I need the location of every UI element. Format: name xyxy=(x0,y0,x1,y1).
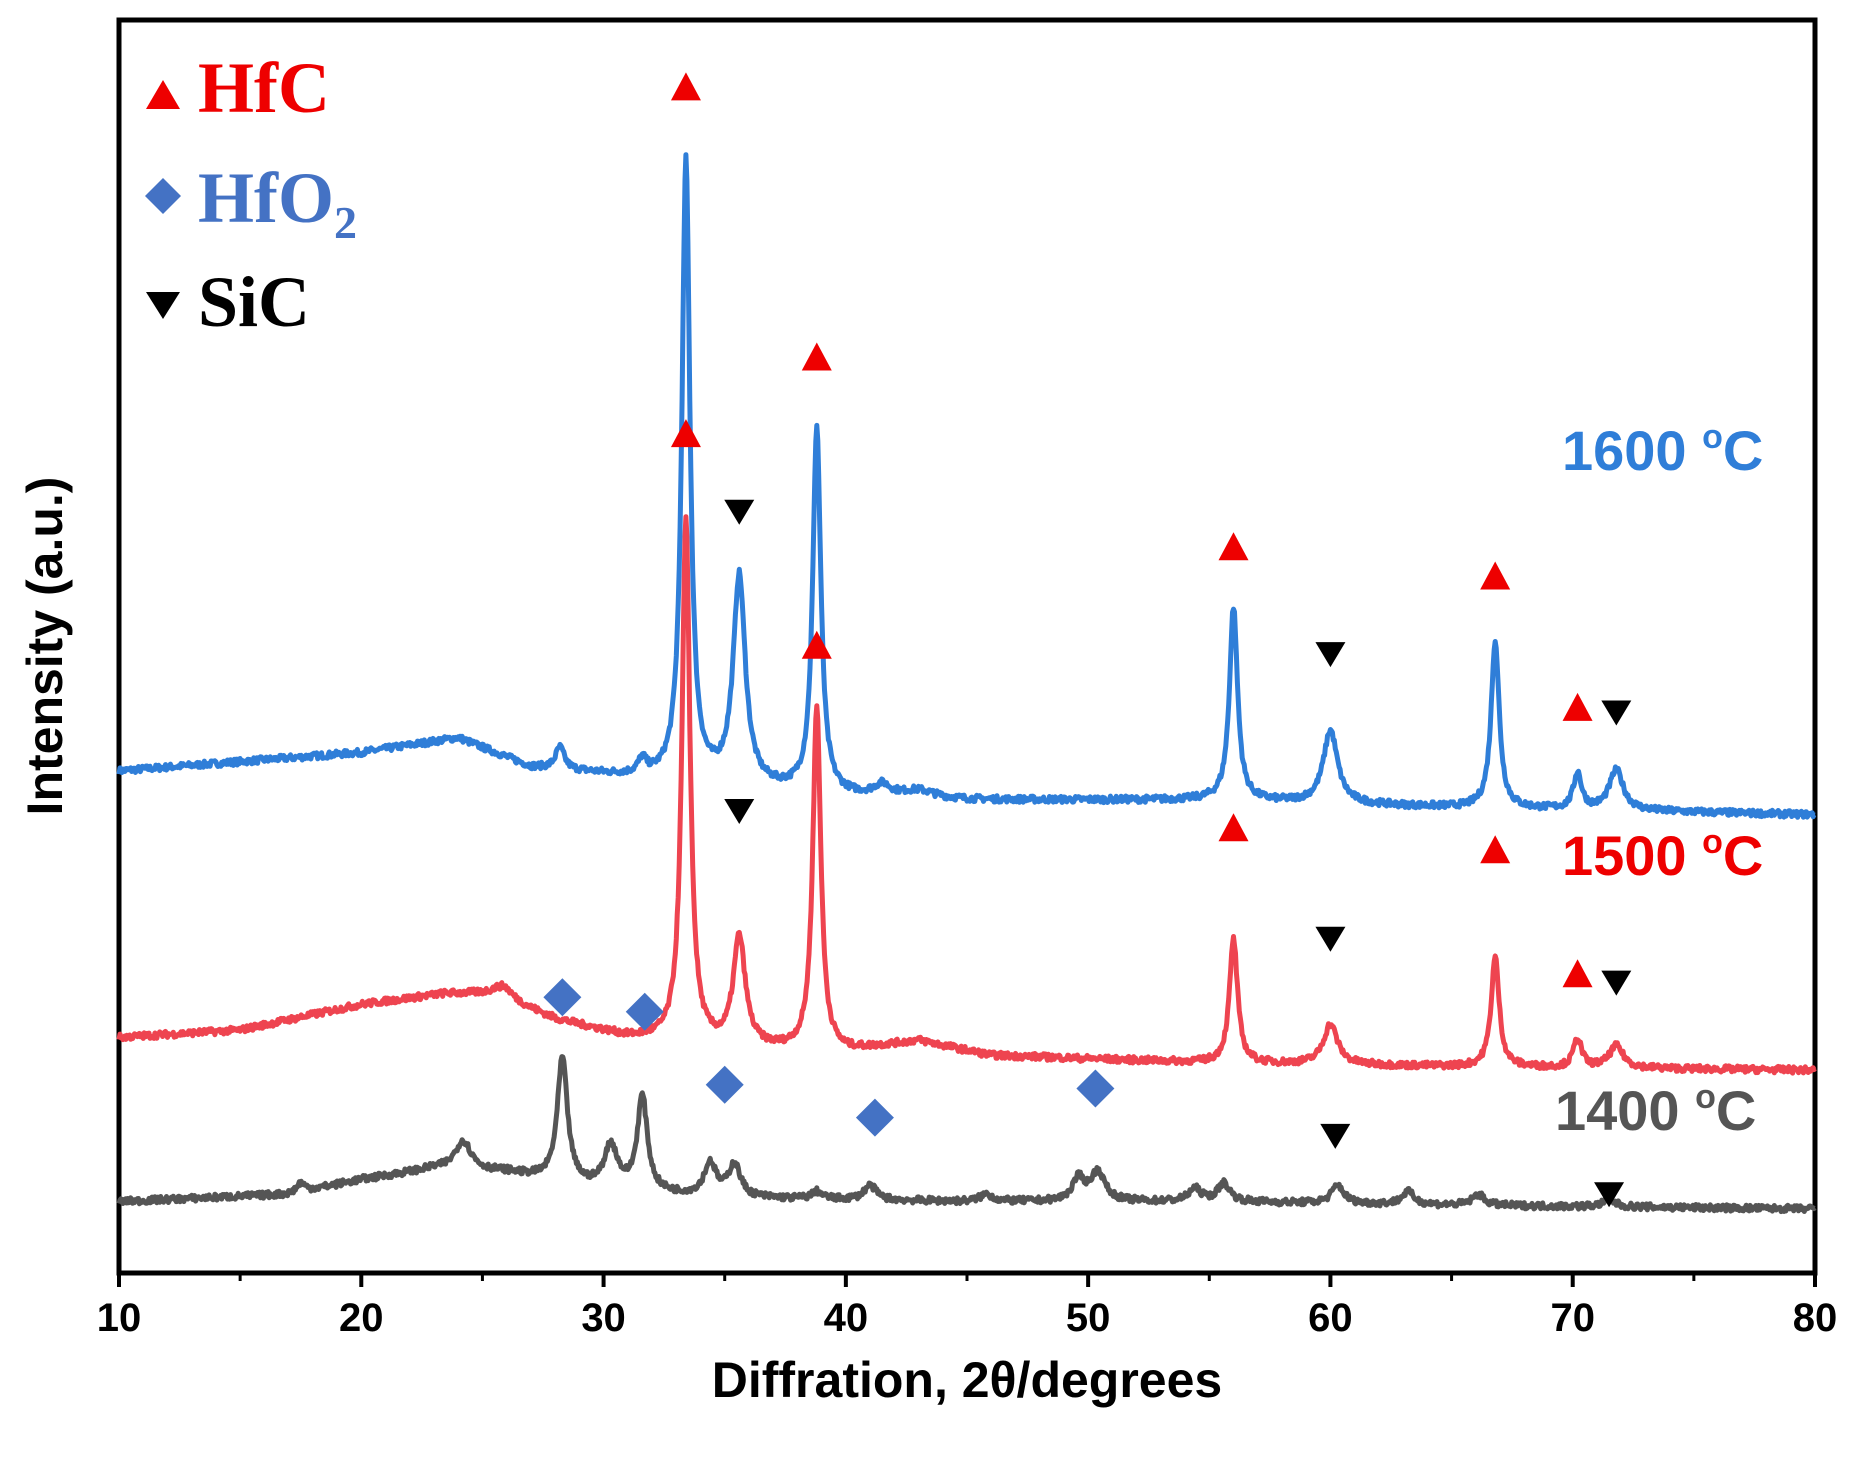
marker-hfc-s1 xyxy=(1480,835,1511,864)
phase-markers xyxy=(543,72,1632,1208)
series-label-1500-sup: o xyxy=(1702,823,1723,861)
marker-sic-s0 xyxy=(1315,642,1346,668)
x-tick-label: 10 xyxy=(97,1296,142,1340)
legend-label-hfo2: HfO2 xyxy=(198,158,357,248)
legend-marker-sic xyxy=(146,292,180,319)
series-label-1400: 1400 oC xyxy=(1555,1078,1756,1142)
legend-item-hfo2: HfO2 xyxy=(145,158,357,248)
legend-marker-hfo2 xyxy=(145,178,181,214)
series-curves xyxy=(116,152,1817,1215)
legend-label-sic: SiC xyxy=(198,262,310,342)
marker-sic-s0 xyxy=(1601,700,1632,726)
x-tick-label: 80 xyxy=(1793,1296,1838,1340)
marker-sic-s1 xyxy=(1315,926,1346,952)
marker-hfc-s1 xyxy=(670,419,701,448)
legend: HfC HfO2 SiC xyxy=(145,48,357,342)
series-line-0 xyxy=(116,152,1817,820)
legend-item-sic: SiC xyxy=(146,262,310,342)
y-axis-label: Intensity (a.u.) xyxy=(17,477,73,816)
marker-hfo2-s2 xyxy=(855,1098,894,1137)
series-label-1400-main: 1400 xyxy=(1555,1079,1695,1142)
marker-hfc-s0 xyxy=(670,72,701,101)
x-tick-label: 50 xyxy=(1066,1296,1111,1340)
series-line-1 xyxy=(116,514,1817,1076)
marker-hfc-s0 xyxy=(1218,532,1249,561)
legend-label-hfo2-sub: 2 xyxy=(334,197,357,248)
legend-label-hfo2-main: HfO xyxy=(198,158,334,238)
x-axis-label: Diffration, 2θ/degrees xyxy=(712,1352,1222,1408)
marker-sic-s2 xyxy=(1594,1182,1625,1208)
x-tick-label: 60 xyxy=(1308,1296,1353,1340)
series-line-2 xyxy=(116,1054,1817,1215)
series-label-1600-tail: C xyxy=(1723,419,1763,482)
marker-sic-s2 xyxy=(1320,1123,1351,1149)
marker-hfo2-s2 xyxy=(625,992,664,1031)
marker-hfc-s1 xyxy=(1562,959,1593,988)
marker-sic-s1 xyxy=(1601,970,1632,996)
series-label-1500-tail: C xyxy=(1723,824,1763,887)
y-axis-title: Intensity (a.u.) xyxy=(17,477,73,816)
marker-hfc-s1 xyxy=(1218,813,1249,842)
marker-hfo2-s2 xyxy=(705,1065,744,1104)
marker-sic-s0 xyxy=(724,499,755,525)
x-tick-label: 70 xyxy=(1550,1296,1595,1340)
series-label-1600-main: 1600 xyxy=(1562,419,1702,482)
series-label-1600-sup: o xyxy=(1702,418,1723,456)
legend-marker-hfc xyxy=(146,80,180,109)
x-tick-label: 40 xyxy=(824,1296,869,1340)
x-axis-title: Diffration, 2θ/degrees xyxy=(712,1352,1222,1408)
marker-hfc-s1 xyxy=(801,630,832,659)
x-axis-ticks: 10 20 30 40 50 60 70 80 xyxy=(97,1273,1838,1340)
series-label-1600: 1600 oC xyxy=(1562,418,1763,482)
x-tick-label: 20 xyxy=(339,1296,384,1340)
series-label-1400-sup: o xyxy=(1695,1078,1716,1116)
marker-hfo2-s2 xyxy=(543,978,582,1017)
marker-sic-s1 xyxy=(724,799,755,825)
series-label-1400-tail: C xyxy=(1716,1079,1756,1142)
series-label-1500: 1500 oC xyxy=(1562,823,1763,887)
marker-hfc-s0 xyxy=(1562,692,1593,721)
legend-label-hfc: HfC xyxy=(198,48,330,128)
marker-hfc-s0 xyxy=(801,342,832,371)
legend-item-hfc: HfC xyxy=(146,48,330,128)
marker-hfo2-s2 xyxy=(1076,1069,1115,1108)
marker-hfc-s0 xyxy=(1480,561,1511,590)
x-tick-label: 30 xyxy=(581,1296,626,1340)
series-label-1500-main: 1500 xyxy=(1562,824,1702,887)
